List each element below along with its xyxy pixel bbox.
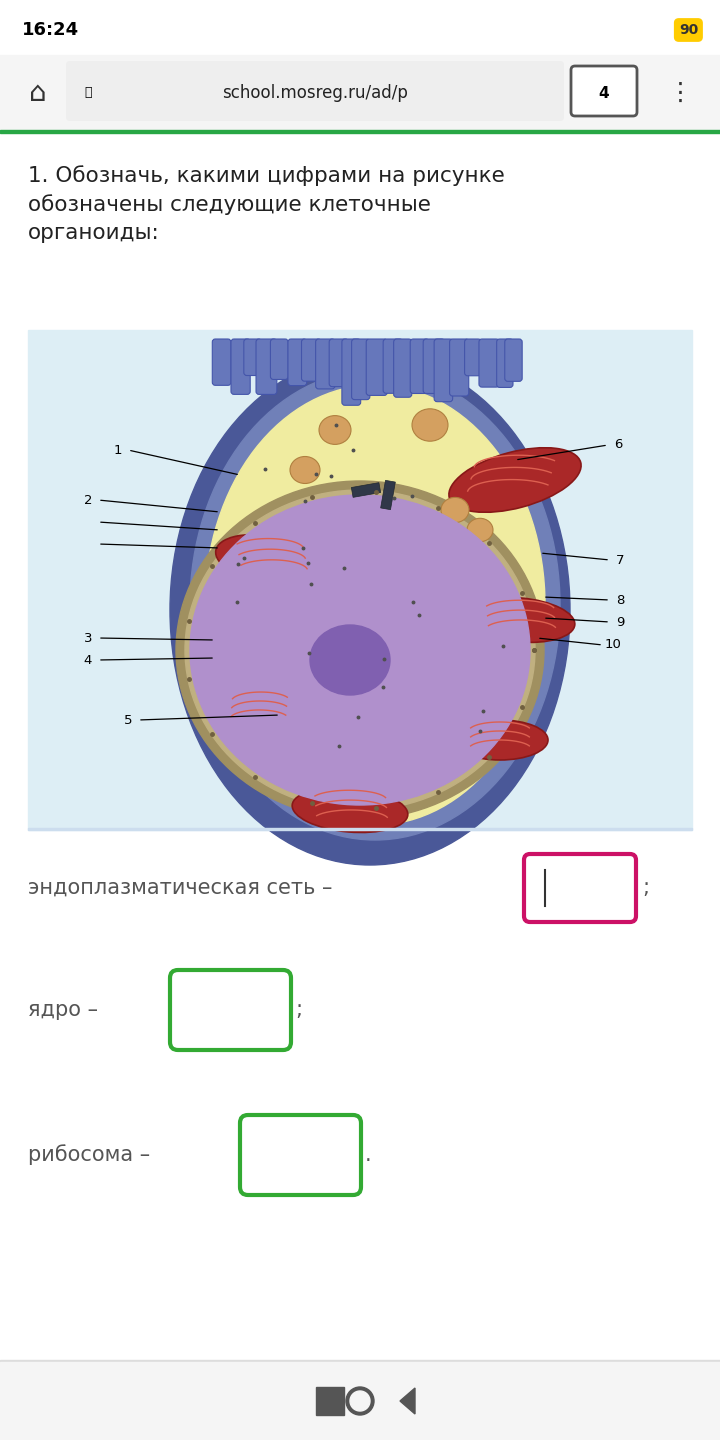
Ellipse shape	[190, 370, 560, 840]
Text: 10: 10	[605, 638, 621, 651]
Bar	[0, 55, 720, 130]
FancyBboxPatch shape	[394, 338, 412, 397]
Text: 2: 2	[84, 494, 92, 507]
Bar	[0, 130, 720, 132]
Text: рибосома –: рибосома –	[28, 1145, 150, 1165]
FancyBboxPatch shape	[66, 60, 564, 121]
Bar	[0, 1359, 720, 1361]
Text: ⋮: ⋮	[667, 81, 693, 105]
Ellipse shape	[176, 481, 544, 819]
Text: 90: 90	[679, 23, 698, 37]
Ellipse shape	[421, 677, 449, 703]
FancyBboxPatch shape	[256, 338, 276, 395]
FancyBboxPatch shape	[244, 338, 261, 376]
Ellipse shape	[441, 497, 469, 523]
Text: ядро –: ядро –	[28, 999, 98, 1020]
Text: 6: 6	[614, 439, 622, 452]
FancyBboxPatch shape	[170, 971, 291, 1050]
FancyBboxPatch shape	[410, 338, 429, 393]
Ellipse shape	[205, 384, 545, 825]
Text: 1: 1	[114, 444, 122, 456]
FancyBboxPatch shape	[240, 1115, 361, 1195]
Ellipse shape	[317, 749, 343, 772]
FancyBboxPatch shape	[497, 338, 513, 387]
FancyBboxPatch shape	[381, 481, 395, 510]
Text: 4: 4	[84, 654, 92, 667]
FancyBboxPatch shape	[212, 338, 231, 386]
Ellipse shape	[185, 490, 535, 809]
Text: 8: 8	[616, 593, 624, 606]
Text: 4: 4	[599, 85, 609, 101]
Ellipse shape	[412, 409, 448, 441]
Bar	[316, 1387, 344, 1416]
FancyBboxPatch shape	[329, 338, 348, 386]
FancyBboxPatch shape	[351, 482, 381, 497]
Ellipse shape	[190, 495, 530, 805]
FancyBboxPatch shape	[288, 338, 307, 386]
Text: ;: ;	[295, 999, 302, 1020]
FancyBboxPatch shape	[505, 338, 522, 382]
Circle shape	[346, 1387, 374, 1416]
FancyBboxPatch shape	[571, 66, 637, 117]
Text: school.mosreg.ru/ad/p: school.mosreg.ru/ad/p	[222, 84, 408, 102]
FancyBboxPatch shape	[449, 338, 469, 396]
Ellipse shape	[467, 518, 493, 541]
Text: эндоплазматическая сеть –: эндоплазматическая сеть –	[28, 878, 333, 899]
FancyBboxPatch shape	[351, 338, 370, 400]
Ellipse shape	[290, 456, 320, 484]
FancyBboxPatch shape	[342, 338, 361, 405]
Ellipse shape	[215, 690, 305, 730]
Text: 7: 7	[616, 553, 624, 566]
Text: 3: 3	[84, 632, 92, 645]
FancyBboxPatch shape	[302, 338, 321, 382]
Text: .: .	[365, 1145, 372, 1165]
Text: ;: ;	[642, 878, 649, 899]
Bar	[28, 330, 692, 829]
Text: 9: 9	[616, 615, 624, 628]
Bar	[0, 1362, 720, 1440]
FancyBboxPatch shape	[315, 338, 335, 389]
Circle shape	[350, 1391, 370, 1411]
FancyBboxPatch shape	[383, 338, 402, 393]
FancyBboxPatch shape	[271, 338, 288, 380]
Ellipse shape	[216, 534, 324, 586]
FancyBboxPatch shape	[524, 854, 636, 922]
FancyBboxPatch shape	[423, 338, 445, 393]
Ellipse shape	[452, 720, 548, 760]
Bar	[0, 0, 720, 55]
Ellipse shape	[449, 448, 581, 513]
Ellipse shape	[310, 625, 390, 696]
FancyBboxPatch shape	[464, 338, 481, 376]
Text: 1. Обозначь, какими цифрами на рисунке
обозначены следующие клеточные
органоиды:: 1. Обозначь, какими цифрами на рисунке о…	[28, 166, 505, 243]
Text: 5: 5	[124, 713, 132, 727]
Text: ⌂: ⌂	[30, 79, 47, 107]
FancyBboxPatch shape	[434, 338, 453, 402]
Bar	[28, 828, 692, 829]
FancyBboxPatch shape	[231, 338, 251, 395]
Ellipse shape	[319, 416, 351, 445]
Polygon shape	[400, 1388, 415, 1414]
Ellipse shape	[170, 356, 570, 865]
Ellipse shape	[292, 788, 408, 832]
Ellipse shape	[465, 598, 575, 642]
Text: 🔒: 🔒	[84, 86, 91, 99]
Text: 16:24: 16:24	[22, 22, 79, 39]
FancyBboxPatch shape	[366, 338, 387, 396]
FancyBboxPatch shape	[479, 338, 499, 387]
